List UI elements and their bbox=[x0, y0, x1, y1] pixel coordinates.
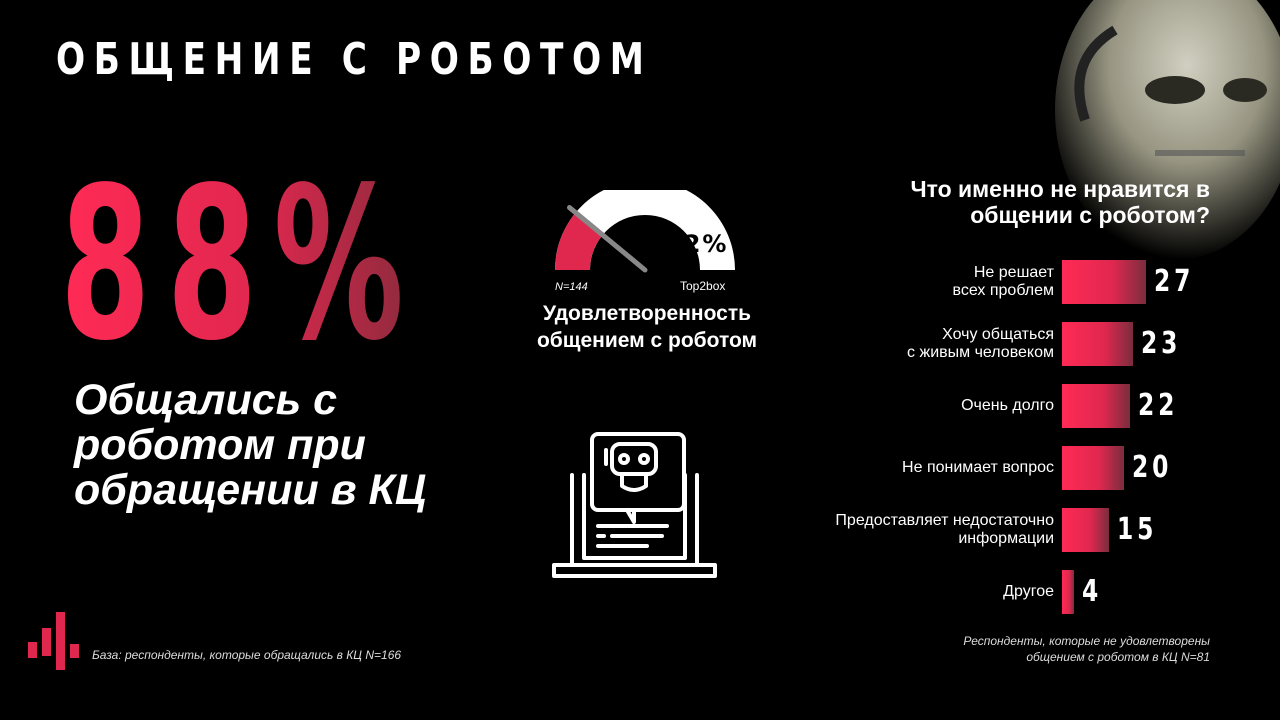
base-note: База: респонденты, которые обращались в … bbox=[92, 648, 402, 662]
bar-label: Не решает всех проблем bbox=[724, 264, 1054, 300]
bar-label-line: Не решает bbox=[973, 264, 1054, 281]
satisfaction-subtitle: Удовлетворенность общением с роботом bbox=[512, 300, 782, 354]
bar-label-line: Другое bbox=[1003, 583, 1054, 600]
bar-logo-icon bbox=[28, 612, 79, 670]
bar bbox=[1062, 446, 1124, 490]
bar bbox=[1062, 570, 1075, 614]
bar-value-label: 4 bbox=[1082, 574, 1103, 609]
gauge-needle bbox=[566, 205, 648, 273]
bar-label-line: Очень долго bbox=[961, 397, 1054, 414]
bar-value-label: 20 bbox=[1132, 450, 1173, 485]
bar bbox=[1062, 384, 1131, 428]
bar-label-line: Не понимает вопрос bbox=[902, 459, 1054, 476]
bar-value-label: 23 bbox=[1141, 326, 1182, 361]
gauge-top-label: Top2box bbox=[680, 279, 725, 293]
bar-value-label: 15 bbox=[1116, 512, 1157, 547]
chart-title: Что именно не нравится в общении с робот… bbox=[910, 176, 1210, 228]
respondents-note-line2: общением с роботом в КЦ N=81 bbox=[1026, 650, 1210, 664]
bar-label-line: Хочу общаться bbox=[942, 326, 1054, 343]
main-stat-value: 88% bbox=[60, 142, 421, 387]
satisfaction-gauge: 22% N=144 Top2box bbox=[555, 190, 735, 293]
bar-label: Предоставляет недостаточно информации bbox=[724, 512, 1054, 548]
gauge-value: 22% bbox=[665, 230, 728, 258]
bar-label-line: информации bbox=[958, 530, 1054, 547]
bar bbox=[1062, 322, 1134, 366]
bar-label-line: всех проблем bbox=[952, 282, 1054, 299]
satisfaction-subtitle-line2: общением с роботом bbox=[536, 329, 758, 352]
bar bbox=[1062, 260, 1146, 304]
bar-label: Не понимает вопрос bbox=[724, 459, 1054, 477]
bar-label-line: Предоставляет недостаточно bbox=[835, 512, 1054, 529]
satisfaction-subtitle-line1: Удовлетворенность bbox=[542, 302, 752, 325]
main-stat-caption: Общались с роботом при обращении в КЦ bbox=[74, 376, 427, 514]
robot-photo bbox=[1025, 0, 1280, 300]
bar-label: Очень долго bbox=[724, 397, 1054, 415]
page-title: ОБЩЕНИЕ С РОБОТОМ bbox=[56, 34, 653, 85]
bar bbox=[1062, 508, 1109, 552]
respondents-note-line1: Респонденты, которые не удовлетворены bbox=[963, 634, 1210, 648]
respondents-note: Респонденты, которые не удовлетворены об… bbox=[900, 633, 1210, 665]
bar-value-label: 22 bbox=[1138, 388, 1179, 423]
bar-value-label: 27 bbox=[1153, 264, 1195, 299]
gauge-n-label: N=144 bbox=[555, 281, 588, 293]
bar-label-line: с живым человеком bbox=[907, 344, 1054, 361]
robot-laptop-icon bbox=[552, 432, 717, 578]
bar-label: Хочу общаться с живым человеком bbox=[724, 326, 1054, 362]
bar-label: Другое bbox=[724, 583, 1054, 601]
